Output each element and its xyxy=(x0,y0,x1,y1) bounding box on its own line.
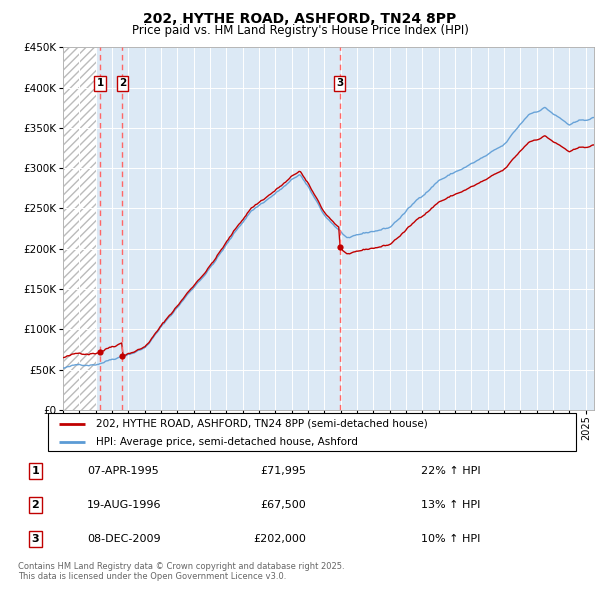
Text: 1: 1 xyxy=(97,78,104,88)
Text: 08-DEC-2009: 08-DEC-2009 xyxy=(87,534,161,544)
Text: 202, HYTHE ROAD, ASHFORD, TN24 8PP: 202, HYTHE ROAD, ASHFORD, TN24 8PP xyxy=(143,12,457,26)
Text: 3: 3 xyxy=(336,78,343,88)
Bar xyxy=(63,47,95,410)
Text: 07-APR-1995: 07-APR-1995 xyxy=(87,466,159,476)
Text: Contains HM Land Registry data © Crown copyright and database right 2025.: Contains HM Land Registry data © Crown c… xyxy=(18,562,344,571)
Text: 3: 3 xyxy=(31,534,39,544)
Text: 2: 2 xyxy=(31,500,39,510)
Text: 10% ↑ HPI: 10% ↑ HPI xyxy=(421,534,481,544)
Text: £71,995: £71,995 xyxy=(260,466,306,476)
Text: 19-AUG-1996: 19-AUG-1996 xyxy=(87,500,161,510)
Text: 22% ↑ HPI: 22% ↑ HPI xyxy=(421,466,481,476)
Text: £202,000: £202,000 xyxy=(253,534,306,544)
Text: 202, HYTHE ROAD, ASHFORD, TN24 8PP (semi-detached house): 202, HYTHE ROAD, ASHFORD, TN24 8PP (semi… xyxy=(95,419,427,429)
Text: 13% ↑ HPI: 13% ↑ HPI xyxy=(421,500,481,510)
Text: HPI: Average price, semi-detached house, Ashford: HPI: Average price, semi-detached house,… xyxy=(95,437,358,447)
Text: Price paid vs. HM Land Registry's House Price Index (HPI): Price paid vs. HM Land Registry's House … xyxy=(131,24,469,37)
Text: £67,500: £67,500 xyxy=(260,500,306,510)
Text: 1: 1 xyxy=(31,466,39,476)
Text: This data is licensed under the Open Government Licence v3.0.: This data is licensed under the Open Gov… xyxy=(18,572,286,581)
Text: 2: 2 xyxy=(119,78,126,88)
